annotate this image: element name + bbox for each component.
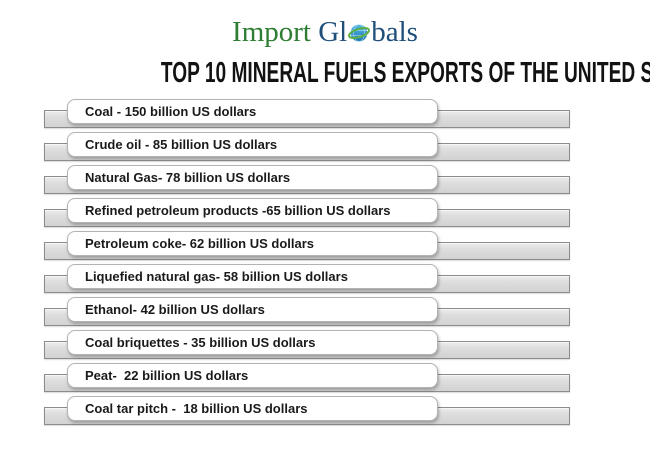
bar-label: Crude oil - 85 billion US dollars bbox=[85, 137, 278, 152]
logo-gl-text: Gl bbox=[318, 16, 348, 48]
bar-label: Coal tar pitch - 18 billion US dollars bbox=[85, 401, 308, 416]
bar-label: Peat- 22 billion US dollars bbox=[85, 368, 249, 383]
bar-label-box: Petroleum coke- 62 billion US dollars bbox=[67, 231, 438, 256]
bar-row: Liquefied natural gas- 58 billion US dol… bbox=[0, 264, 650, 297]
bar-label-box: Refined petroleum products -65 billion U… bbox=[67, 198, 438, 223]
bar-label-box: Ethanol- 42 billion US dollars bbox=[67, 297, 438, 322]
bar-chart: Coal - 150 billion US dollars Crude oil … bbox=[0, 99, 650, 429]
bar-label: Coal briquettes - 35 billion US dollars bbox=[85, 335, 316, 350]
bar-label: Refined petroleum products -65 billion U… bbox=[85, 203, 391, 218]
bar-label-box: Crude oil - 85 billion US dollars bbox=[67, 132, 438, 157]
bar-label: Natural Gas- 78 billion US dollars bbox=[85, 170, 291, 185]
bar-label: Petroleum coke- 62 billion US dollars bbox=[85, 236, 315, 251]
logo: Import Gl bals bbox=[0, 16, 650, 51]
bar-row: Refined petroleum products -65 billion U… bbox=[0, 198, 650, 231]
bar-label-box: Peat- 22 billion US dollars bbox=[67, 363, 438, 388]
globe-icon bbox=[348, 19, 371, 51]
page-title: TOP 10 MINERAL FUELS EXPORTS OF THE UNIT… bbox=[160, 57, 650, 89]
bar-row: Coal tar pitch - 18 billion US dollars bbox=[0, 396, 650, 429]
bar-row: Coal - 150 billion US dollars bbox=[0, 99, 650, 132]
bar-row: Ethanol- 42 billion US dollars bbox=[0, 297, 650, 330]
bar-label-box: Coal tar pitch - 18 billion US dollars bbox=[67, 396, 438, 421]
bar-label-box: Liquefied natural gas- 58 billion US dol… bbox=[67, 264, 438, 289]
bar-label: Liquefied natural gas- 58 billion US dol… bbox=[85, 269, 348, 284]
bar-row: Crude oil - 85 billion US dollars bbox=[0, 132, 650, 165]
title-wrap: TOP 10 MINERAL FUELS EXPORTS OF THE UNIT… bbox=[0, 58, 650, 89]
bar-label-box: Natural Gas- 78 billion US dollars bbox=[67, 165, 438, 190]
bar-label: Ethanol- 42 billion US dollars bbox=[85, 302, 265, 317]
logo-import-text: Import bbox=[232, 16, 311, 48]
bar-label: Coal - 150 billion US dollars bbox=[85, 104, 257, 119]
bar-row: Petroleum coke- 62 billion US dollars bbox=[0, 231, 650, 264]
bar-label-box: Coal - 150 billion US dollars bbox=[67, 99, 438, 124]
bar-label-box: Coal briquettes - 35 billion US dollars bbox=[67, 330, 438, 355]
logo-bals-text: bals bbox=[371, 16, 418, 48]
bar-row: Coal briquettes - 35 billion US dollars bbox=[0, 330, 650, 363]
bar-row: Natural Gas- 78 billion US dollars bbox=[0, 165, 650, 198]
bar-row: Peat- 22 billion US dollars bbox=[0, 363, 650, 396]
